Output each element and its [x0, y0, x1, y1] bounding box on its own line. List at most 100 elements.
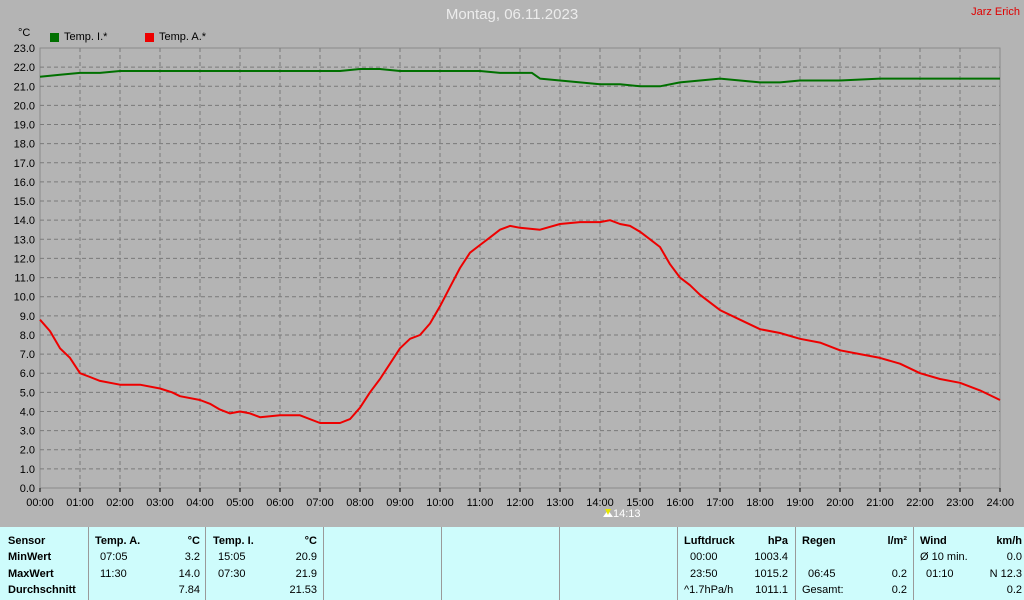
- y-tick-label: 16.0: [14, 177, 35, 189]
- wind-max-time: 01:10: [926, 568, 954, 580]
- time-marker: 14:13: [603, 508, 641, 520]
- header-temp-a: Temp. A.: [95, 535, 141, 547]
- y-tick-label: 6.0: [20, 368, 35, 380]
- row-label-min: MinWert: [8, 551, 52, 563]
- x-tick-label: 07:00: [306, 497, 334, 509]
- temp-i-max-time: 07:30: [218, 568, 246, 580]
- temp-a-max-value: 14.0: [178, 568, 200, 580]
- row-label-avg: Durchschnitt: [8, 584, 76, 596]
- header-temp-i: Temp. I.: [213, 535, 254, 547]
- x-tick-label: 11:00: [467, 497, 494, 509]
- x-tick-label: 24:00: [986, 497, 1014, 509]
- pressure-max-time: 23:50: [690, 568, 718, 580]
- header-temp-i-unit: °C: [304, 535, 317, 547]
- x-tick-label: 19:00: [786, 497, 814, 509]
- y-tick-label: 2.0: [20, 445, 35, 457]
- x-tick-label: 05:00: [226, 497, 254, 509]
- y-tick-label: 4.0: [20, 406, 35, 418]
- y-tick-label: 13.0: [14, 234, 35, 246]
- temp-a-min-time: 07:05: [100, 551, 128, 563]
- wind-third-value: 0.2: [1006, 584, 1022, 596]
- x-tick-label: 15:00: [626, 497, 654, 509]
- wind-avg-label: Ø 10 min.: [920, 551, 968, 563]
- y-tick-label: 0.0: [20, 483, 35, 495]
- header-pressure: Luftdruck: [684, 535, 735, 547]
- x-tick-label: 08:00: [346, 497, 374, 509]
- legend-swatch-red: [145, 32, 154, 42]
- header-pressure-unit: hPa: [767, 535, 788, 547]
- y-tick-label: 7.0: [20, 349, 35, 361]
- x-tick-label: 18:00: [746, 497, 774, 509]
- x-tick-label: 10:00: [426, 497, 454, 509]
- x-tick-label: 01:00: [66, 497, 94, 509]
- chart-title: Montag, 06.11.2023: [445, 6, 579, 23]
- header-wind-unit: km/h: [996, 535, 1022, 547]
- y-unit-label: °C: [18, 27, 31, 39]
- x-tick-label: 16:00: [666, 497, 694, 509]
- header-rain: Regen: [802, 535, 836, 547]
- pressure-trend: ^1.7hPa/h: [684, 584, 734, 596]
- x-tick-label: 22:00: [906, 497, 934, 509]
- header-wind: Wind: [920, 535, 947, 547]
- rain-max-time: 06:45: [808, 568, 836, 580]
- x-tick-label: 13:00: [546, 497, 574, 509]
- x-tick-label: 09:00: [386, 497, 414, 509]
- pressure-min-time: 00:00: [690, 551, 718, 563]
- x-tick-label: 00:00: [26, 497, 54, 509]
- x-tick-label: 02:00: [106, 497, 134, 509]
- legend-item-temp-i: Temp. I.*: [50, 31, 107, 43]
- temp-a-max-time: 11:30: [100, 568, 127, 580]
- y-tick-label: 23.0: [14, 43, 35, 55]
- temp-a-avg-value: 7.84: [178, 584, 200, 596]
- y-tick-label: 17.0: [14, 158, 35, 170]
- rain-max-value: 0.2: [891, 568, 907, 580]
- y-tick-label: 21.0: [14, 81, 35, 93]
- y-tick-label: 3.0: [20, 426, 35, 438]
- stats-table: Sensor Temp. A. °C Temp. I. °C Luftdruck…: [0, 527, 1024, 600]
- series-line-temp-a: [39, 219, 1001, 424]
- x-tick-label: 21:00: [866, 497, 894, 509]
- y-tick-label: 1.0: [20, 464, 35, 476]
- legend-label: Temp. A.*: [159, 31, 207, 43]
- y-tick-label: 10.0: [14, 292, 35, 304]
- rain-total-value: 0.2: [891, 584, 907, 596]
- wind-max-value: N 12.3: [989, 568, 1022, 580]
- y-tick-label: 12.0: [14, 253, 35, 265]
- rain-total-label: Gesamt:: [802, 584, 844, 596]
- y-tick-label: 5.0: [20, 387, 35, 399]
- y-tick-label: 19.0: [14, 120, 35, 132]
- legend-label: Temp. I.*: [64, 31, 108, 43]
- temp-a-min-value: 3.2: [184, 551, 200, 563]
- author-label: Jarz Erich: [971, 6, 1020, 18]
- wind-avg-value: 0.0: [1006, 551, 1022, 563]
- y-tick-label: 18.0: [14, 139, 35, 151]
- marker-label: 14:13: [613, 508, 641, 520]
- temperature-chart: 0.0 1.0 2.0 3.0 4.0 5.0 6.0 7.0 8.0 9.0 10.0 11.0 12…: [14, 43, 1014, 520]
- y-tick-label: 8.0: [20, 330, 35, 342]
- row-label-max: MaxWert: [8, 568, 54, 580]
- y-tick-label: 20.0: [14, 100, 35, 112]
- x-tick-label: 20:00: [826, 497, 854, 509]
- x-tick-label: 06:00: [266, 497, 294, 509]
- temp-i-min-time: 15:05: [218, 551, 246, 563]
- header-temp-a-unit: °C: [187, 535, 200, 547]
- header-rain-unit: l/m²: [887, 535, 907, 547]
- y-tick-label: 11.0: [14, 273, 35, 285]
- series-line-temp-i: [39, 68, 1000, 88]
- temp-i-max-value: 21.9: [295, 568, 317, 580]
- header-sensor: Sensor: [8, 535, 46, 547]
- pressure-avg-value: 1011.1: [755, 584, 788, 596]
- y-tick-label: 14.0: [14, 215, 35, 227]
- pressure-min-value: 1003.4: [754, 551, 788, 563]
- x-tick-label: 14:00: [586, 497, 614, 509]
- legend-swatch-green: [50, 32, 59, 42]
- temp-i-min-value: 20.9: [295, 551, 317, 563]
- temp-i-avg-value: 21.53: [289, 584, 317, 596]
- legend-item-temp-a: Temp. A.*: [145, 31, 206, 43]
- y-tick-label: 22.0: [14, 62, 35, 74]
- y-tick-label: 15.0: [14, 196, 35, 208]
- marker-arrow-icon: [605, 509, 611, 515]
- x-tick-label: 04:00: [186, 497, 214, 509]
- x-tick-label: 17:00: [706, 497, 734, 509]
- x-tick-label: 12:00: [506, 497, 534, 509]
